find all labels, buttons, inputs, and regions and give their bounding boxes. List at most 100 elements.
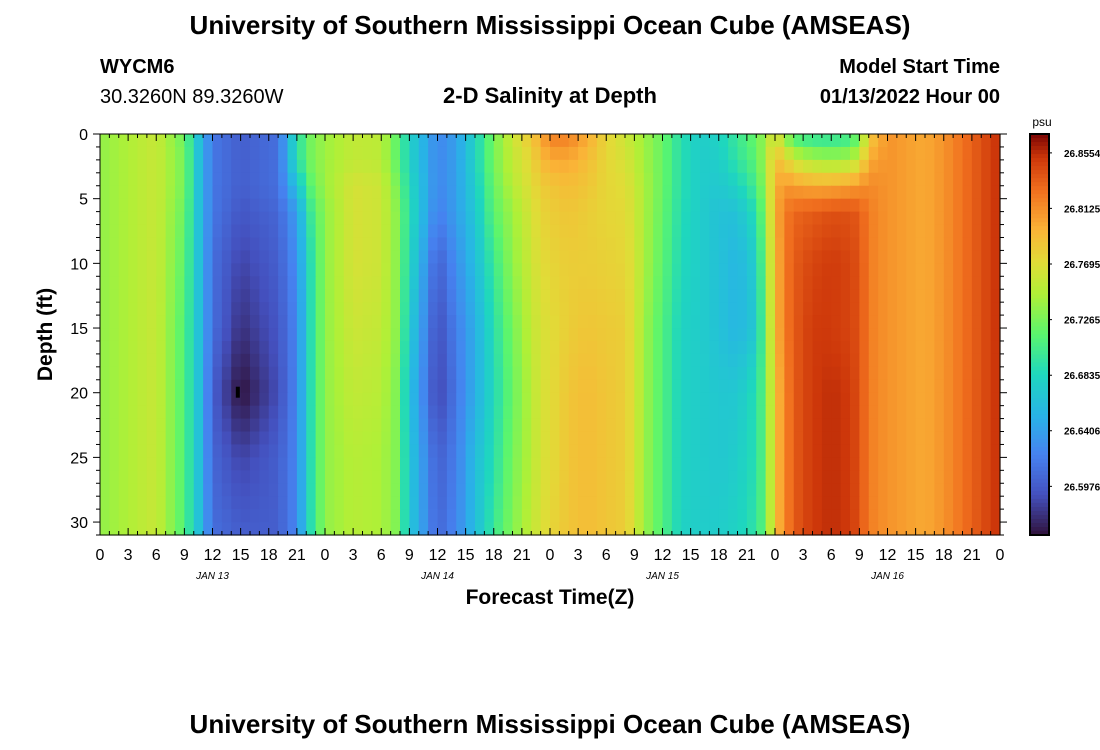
heatmap-cell <box>737 237 748 252</box>
heatmap-cell <box>812 146 823 161</box>
heatmap-cell <box>221 172 232 187</box>
heatmap-cell <box>456 302 467 316</box>
heatmap-cell <box>540 509 551 523</box>
heatmap-cell <box>925 340 935 355</box>
heatmap-cell <box>484 483 495 497</box>
heatmap-cell <box>371 483 382 497</box>
heatmap-cell <box>821 392 832 407</box>
heatmap-cell <box>653 444 664 458</box>
heatmap-cell <box>118 146 129 161</box>
heatmap-cell <box>596 134 607 148</box>
heatmap-cell <box>268 379 279 394</box>
heatmap-cell <box>878 198 889 213</box>
heatmap-cell <box>671 146 682 161</box>
heatmap-cell <box>203 198 214 213</box>
heatmap-cell <box>278 134 289 148</box>
heatmap-cell <box>746 159 757 174</box>
heatmap-cell <box>943 483 954 497</box>
heatmap-cell <box>531 366 542 381</box>
heatmap-cell <box>156 198 167 213</box>
heatmap-cell <box>268 431 279 446</box>
heatmap-cell <box>784 289 795 303</box>
heatmap-cell <box>615 172 626 187</box>
heatmap-cell <box>493 302 504 316</box>
chart-title: University of Southern Mississippi Ocean… <box>189 10 911 40</box>
heatmap-cell <box>690 483 701 497</box>
heatmap-cell <box>231 159 242 174</box>
heatmap-cell <box>381 522 392 536</box>
heatmap-cell <box>315 250 326 264</box>
heatmap-cell <box>306 353 317 368</box>
heatmap-cell <box>718 392 729 407</box>
colorbar-segment <box>1030 454 1049 460</box>
heatmap-cell <box>493 289 504 303</box>
heatmap-cell <box>578 366 589 381</box>
heatmap-cell <box>343 522 354 536</box>
heatmap-cell <box>306 198 317 213</box>
heatmap-cell <box>156 172 167 187</box>
heatmap-cell <box>643 263 654 277</box>
colorbar-segment <box>1030 342 1049 348</box>
heatmap-cell <box>512 237 523 252</box>
heatmap-cell <box>100 522 110 536</box>
heatmap-cell <box>400 418 410 433</box>
heatmap-cell <box>737 250 748 264</box>
heatmap-cell <box>428 328 439 342</box>
heatmap-cell <box>906 509 917 523</box>
heatmap-cell <box>953 159 964 174</box>
heatmap-cell <box>475 159 485 174</box>
heatmap-cell <box>231 185 242 200</box>
heatmap-cell <box>306 483 317 497</box>
colorbar-segment <box>1030 334 1049 340</box>
heatmap-cell <box>971 470 982 484</box>
heatmap-cell <box>193 263 204 277</box>
heatmap-cell <box>737 198 748 213</box>
heatmap-cell <box>475 483 485 497</box>
heatmap-cell <box>662 276 673 290</box>
heatmap-cell <box>765 328 776 342</box>
heatmap-cell <box>793 366 804 381</box>
heatmap-cell <box>681 211 692 226</box>
heatmap-cell <box>681 379 692 394</box>
heatmap-cell <box>934 302 945 316</box>
heatmap-cell <box>671 496 682 510</box>
heatmap-cell <box>343 483 354 497</box>
x-tick-label: 3 <box>799 547 808 564</box>
heatmap-cell <box>728 134 739 148</box>
heatmap-cell <box>334 263 345 277</box>
heatmap-cell <box>634 315 645 329</box>
heatmap-cell <box>737 159 748 174</box>
heatmap-cell <box>634 302 645 316</box>
colorbar-segment <box>1030 478 1049 484</box>
heatmap-cell <box>859 146 870 161</box>
heatmap-cell <box>728 470 739 484</box>
heatmap-cell <box>887 522 898 536</box>
heatmap-cell <box>690 198 701 213</box>
heatmap-cell <box>662 470 673 484</box>
heatmap-cell <box>606 198 617 213</box>
heatmap-cell <box>709 198 720 213</box>
heatmap-cell <box>615 263 626 277</box>
heatmap-cell <box>803 366 814 381</box>
heatmap-cell <box>775 224 785 239</box>
heatmap-cell <box>878 237 889 252</box>
heatmap-cell <box>287 431 298 446</box>
colorbar-segment <box>1030 166 1049 171</box>
heatmap-cell <box>690 172 701 187</box>
heatmap-cell <box>568 509 579 523</box>
heatmap-cell <box>118 457 129 471</box>
heatmap-cell <box>212 289 223 303</box>
heatmap-cell <box>728 172 739 187</box>
heatmap-cell <box>362 250 373 264</box>
heatmap-cell <box>137 379 148 394</box>
heatmap-cell <box>428 483 439 497</box>
heatmap-cell <box>793 328 804 342</box>
heatmap-cell <box>756 522 767 536</box>
heatmap-cell <box>334 392 345 407</box>
heatmap-cell <box>475 185 485 200</box>
heatmap-cell <box>400 159 410 174</box>
heatmap-cell <box>653 250 664 264</box>
heatmap-cell <box>990 250 1001 264</box>
heatmap-cell <box>165 392 176 407</box>
heatmap-cell <box>390 198 401 213</box>
